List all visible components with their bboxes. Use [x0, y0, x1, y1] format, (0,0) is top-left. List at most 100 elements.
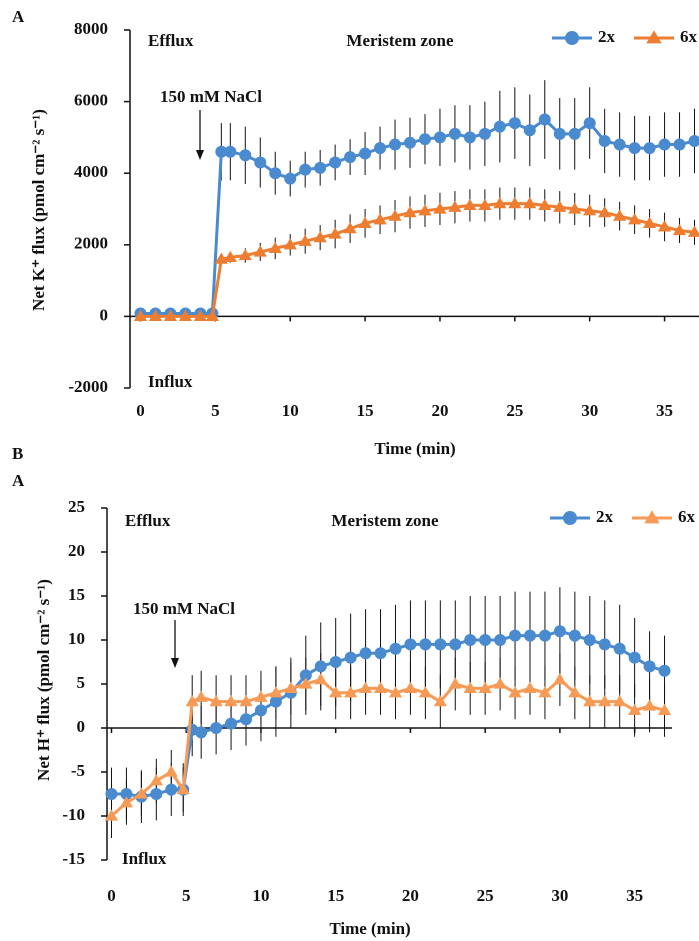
x-tick-label: 35: [626, 886, 643, 905]
data-point: [493, 120, 506, 133]
data-point: [448, 200, 462, 212]
x-axis-label: Time (min): [329, 919, 410, 938]
x-tick-label: 25: [477, 886, 494, 905]
annotation: Meristem zone: [331, 511, 439, 530]
panel-label: B: [12, 444, 23, 463]
data-point: [463, 131, 476, 144]
legend-label: 2x: [598, 27, 616, 46]
data-point: [493, 197, 507, 209]
data-point: [374, 142, 387, 155]
data-point: [223, 250, 237, 262]
data-point: [254, 690, 268, 702]
data-point: [657, 703, 672, 716]
data-point: [344, 651, 357, 664]
data-point: [403, 681, 418, 694]
data-point: [478, 198, 492, 211]
data-point: [658, 138, 671, 151]
y-tick-label: 8000: [74, 19, 108, 38]
data-point: [224, 695, 238, 707]
data-point: [583, 204, 597, 216]
legend-label: 6x: [678, 507, 696, 526]
x-tick-label: 20: [402, 886, 419, 905]
data-point: [568, 686, 582, 698]
data-point: [163, 309, 178, 322]
y-tick-label: 10: [68, 629, 85, 648]
data-point: [494, 634, 507, 646]
data-point: [253, 245, 267, 257]
data-point: [598, 638, 611, 651]
y-tick-label: 20: [68, 541, 85, 560]
data-point: [493, 677, 507, 689]
data-point: [299, 163, 312, 176]
data-point: [150, 788, 163, 800]
data-point: [419, 638, 432, 651]
data-point: [642, 216, 657, 228]
x-tick-label: 35: [656, 401, 673, 420]
data-point: [553, 673, 567, 685]
legend-label: 2x: [596, 507, 614, 526]
data-point: [657, 220, 672, 232]
data-point: [215, 145, 228, 158]
data-point: [418, 133, 431, 146]
data-point: [298, 234, 312, 246]
y-tick-label: 5: [77, 673, 86, 692]
y-tick-label: -5: [71, 761, 85, 780]
data-point: [598, 134, 611, 147]
annotation: Influx: [148, 372, 193, 391]
data-point: [523, 124, 536, 137]
x-axis-label: Time (min): [374, 439, 455, 458]
panel-label: A: [12, 7, 25, 26]
x-tick-label: 10: [252, 886, 269, 905]
data-point: [524, 629, 537, 642]
data-point: [448, 677, 462, 689]
data-point: [269, 167, 282, 180]
y-axis-label: Net K⁺ flux (pmol cm⁻² s⁻¹): [29, 109, 48, 311]
data-point: [509, 629, 522, 642]
data-point: [149, 774, 163, 786]
data-point: [269, 695, 282, 708]
data-point: [433, 695, 447, 707]
data-point: [673, 138, 686, 151]
data-point: [642, 699, 657, 711]
data-point: [538, 629, 551, 642]
data-point: [404, 136, 417, 149]
data-point: [314, 161, 327, 174]
data-point: [284, 681, 298, 694]
data-point: [448, 127, 461, 140]
data-point: [373, 681, 388, 694]
x-tick-label: 15: [327, 886, 344, 905]
data-point: [314, 660, 327, 673]
data-point: [388, 686, 403, 698]
annotation: Efflux: [148, 31, 194, 50]
data-point: [643, 660, 656, 673]
data-point: [185, 695, 199, 707]
data-point: [449, 638, 462, 651]
x-tick-label: 5: [211, 401, 220, 420]
data-point: [373, 213, 387, 225]
series: [104, 673, 672, 821]
y-tick-label: -15: [62, 849, 85, 868]
data-point: [613, 642, 626, 655]
data-point: [205, 309, 219, 322]
data-point: [553, 200, 567, 212]
data-point: [628, 213, 642, 225]
y-tick-label: 4000: [74, 162, 108, 181]
x-tick-label: 30: [551, 886, 568, 905]
data-point: [148, 309, 163, 322]
data-point: [433, 202, 447, 214]
data-point: [388, 209, 402, 221]
y-tick-label: -2000: [68, 377, 108, 396]
data-point: [613, 695, 627, 707]
data-point: [194, 690, 208, 702]
data-point: [523, 681, 537, 694]
data-point: [508, 686, 522, 698]
data-point: [210, 722, 223, 734]
data-point: [463, 681, 477, 694]
data-point: [583, 117, 596, 130]
x-tick-label: 5: [182, 886, 191, 905]
y-tick-label: 2000: [74, 234, 108, 253]
series: [134, 113, 699, 320]
data-point: [358, 681, 373, 694]
data-point: [672, 223, 687, 236]
